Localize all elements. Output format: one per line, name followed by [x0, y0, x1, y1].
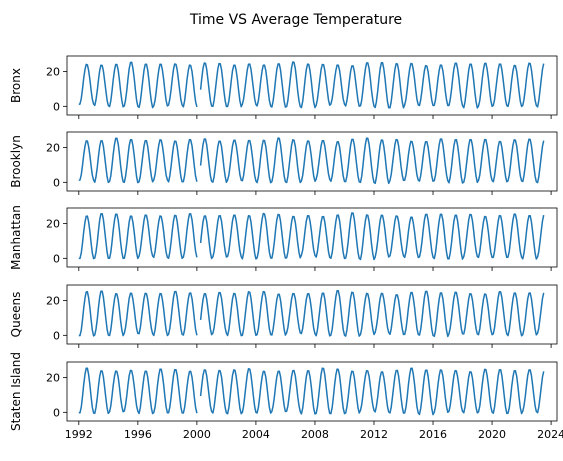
axes-frame	[66, 207, 558, 268]
y-axis-label: Queens	[9, 292, 23, 338]
axes-frame	[66, 131, 558, 192]
y-tick-label: 0	[53, 406, 60, 419]
y-axis-label: Manhattan	[9, 205, 23, 270]
x-tick-label: 2000	[183, 428, 211, 441]
y-axis-label: Staten Island	[9, 352, 23, 431]
y-tick-label: 20	[46, 66, 60, 79]
y-tick-label: 20	[46, 372, 60, 385]
subplots: 0 20 Bronx 0 20 Brooklyn 0 20 Manhattan 0 20 Queens…	[9, 55, 563, 441]
subplot-4: 0 20 Queens	[9, 284, 558, 348]
y-tick-label: 20	[46, 142, 60, 155]
subplot-5: 0 20 1992 1996 2000 2004 2008 2012 2016 2020 2024 S…	[9, 352, 563, 441]
subplot-1: 0 20 Bronx	[9, 55, 558, 119]
series-line	[78, 212, 545, 261]
subplot-3: 0 20 Manhattan	[9, 205, 558, 271]
x-tick-label: 1996	[124, 428, 152, 441]
x-tick-label: 2008	[301, 428, 329, 441]
x-tick-label: 2024	[537, 428, 563, 441]
series-line	[78, 289, 545, 338]
y-tick-label: 0	[53, 252, 60, 265]
x-tick-label: 2012	[360, 428, 388, 441]
y-tick-label: 0	[53, 329, 60, 342]
subplot-2: 0 20 Brooklyn	[9, 131, 558, 195]
x-tick-label: 2020	[478, 428, 506, 441]
series-line	[78, 367, 545, 416]
axes-frame	[66, 55, 558, 116]
y-tick-label: 0	[53, 176, 60, 189]
y-tick-label: 20	[46, 295, 60, 308]
y-tick-label: 20	[46, 218, 60, 231]
chart-title: Time VS Average Temperature	[189, 12, 402, 28]
series-line	[78, 137, 545, 185]
x-tick-label: 2016	[419, 428, 447, 441]
x-tick-label: 1992	[65, 428, 93, 441]
y-tick-label: 0	[53, 100, 60, 113]
series-line	[78, 61, 545, 109]
x-tick-label: 2004	[242, 428, 270, 441]
axes-frame	[66, 284, 558, 345]
y-axis-label: Bronx	[9, 68, 23, 103]
axes-frame	[66, 361, 558, 422]
y-axis-label: Brooklyn	[9, 135, 23, 188]
